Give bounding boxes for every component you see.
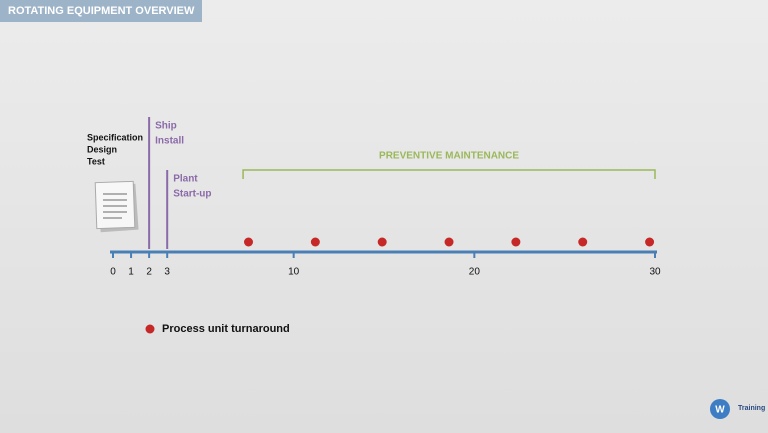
turnaround-marker <box>444 237 454 247</box>
header-title: ROTATING EQUIPMENT OVERVIEW <box>8 5 195 17</box>
turnaround-marker <box>310 237 320 247</box>
milestone-label: Start-up <box>173 189 211 200</box>
logo: W Training <box>710 399 765 419</box>
span-label: PREVENTIVE MAINTENANCE <box>379 151 519 162</box>
milestone-label: Ship <box>155 121 177 132</box>
legend-label: Process unit turnaround <box>162 323 290 335</box>
phase-label: Specification <box>87 132 143 142</box>
turnaround-marker <box>511 237 521 247</box>
phase-label: Design <box>87 144 117 154</box>
x-tick-label: 3 <box>164 267 170 278</box>
document-icon <box>94 180 139 233</box>
turnaround-marker <box>578 237 588 247</box>
legend-marker <box>145 324 155 334</box>
span-bracket <box>242 169 656 179</box>
x-tick-label: 2 <box>146 267 152 278</box>
turnaround-marker <box>645 237 655 247</box>
logo-text: Training <box>738 405 765 412</box>
milestone-label: Install <box>155 136 184 147</box>
x-tick-label: 0 <box>110 267 116 278</box>
phase-label: Test <box>87 156 105 166</box>
x-tick-label: 30 <box>649 267 661 278</box>
x-tick-label: 20 <box>469 267 481 278</box>
svg-text:W: W <box>715 405 725 416</box>
milestone-label: Plant <box>173 174 198 185</box>
x-tick-label: 1 <box>128 267 134 278</box>
turnaround-marker <box>244 237 253 247</box>
header-bar <box>0 0 202 22</box>
x-tick-label: 10 <box>288 267 300 278</box>
turnaround-marker <box>377 237 387 247</box>
